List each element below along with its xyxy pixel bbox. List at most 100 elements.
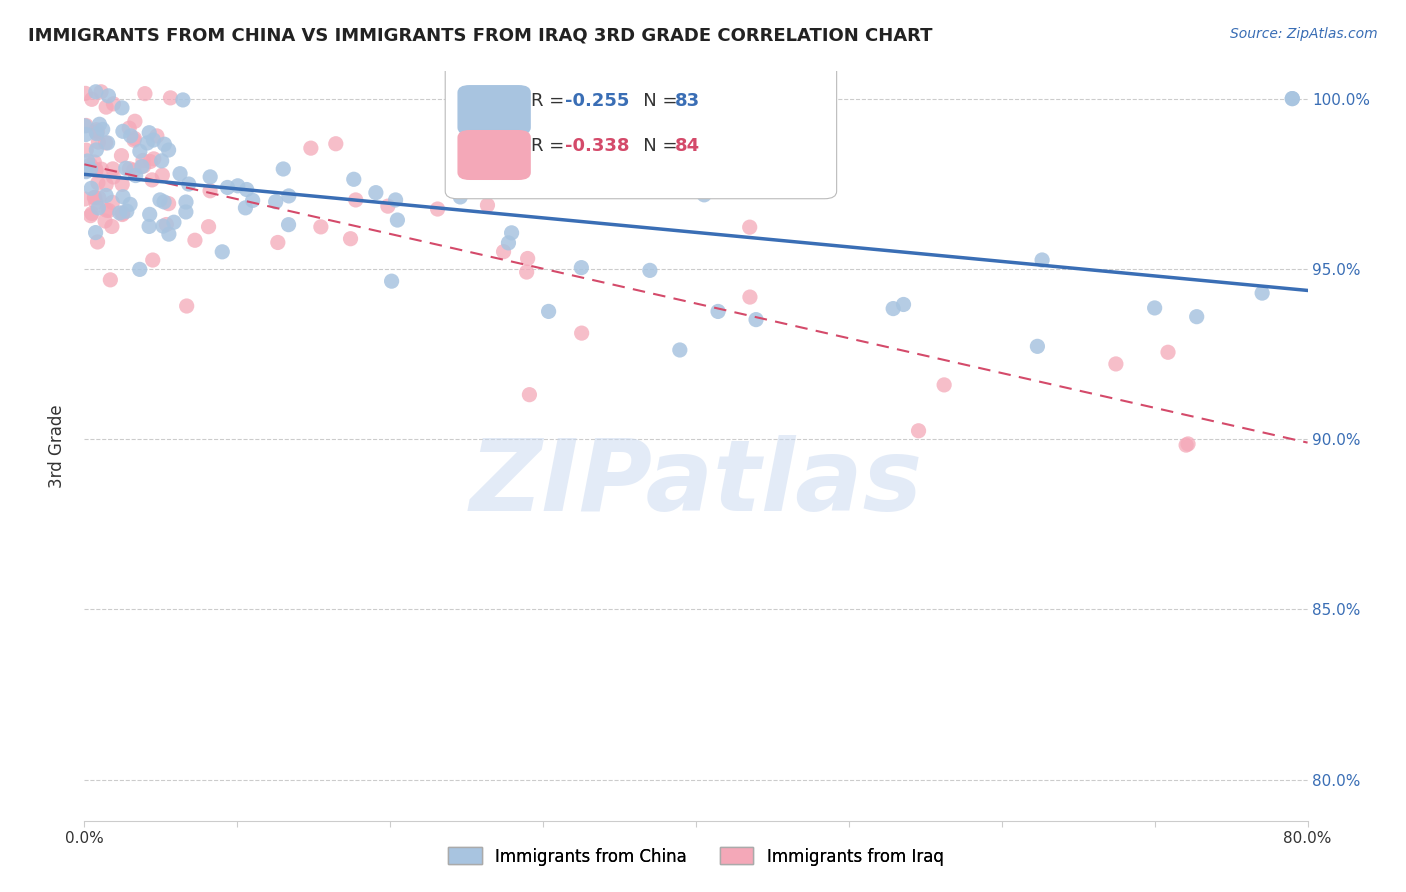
Immigrants from Iraq (94, 136, 117, 150)
Immigrants from China (1281, 92, 1303, 106)
Immigrants from Iraq (344, 193, 367, 207)
Immigrants from China (75, 164, 97, 178)
Immigrants from China (707, 304, 730, 318)
Immigrants from China (79, 162, 101, 177)
Immigrants from Iraq (124, 131, 146, 145)
Immigrants from China (211, 244, 233, 259)
Immigrants from China (118, 197, 141, 211)
Immigrants from Iraq (83, 191, 105, 205)
Immigrants from Iraq (75, 163, 97, 178)
Immigrants from Iraq (83, 190, 105, 204)
Immigrants from Iraq (87, 191, 110, 205)
Immigrants from China (277, 218, 299, 232)
Immigrants from Iraq (111, 178, 134, 192)
Immigrants from Iraq (139, 154, 162, 169)
Immigrants from Iraq (101, 219, 124, 234)
Immigrants from Iraq (124, 114, 146, 128)
Immigrants from China (111, 101, 134, 115)
Immigrants from Iraq (516, 252, 538, 266)
Immigrants from Iraq (86, 124, 108, 138)
Immigrants from China (1031, 252, 1053, 267)
Immigrants from China (882, 301, 904, 316)
Immigrants from Iraq (377, 199, 399, 213)
Immigrants from China (120, 128, 142, 143)
Immigrants from China (537, 304, 560, 318)
Immigrants from China (76, 153, 98, 168)
Immigrants from China (80, 181, 103, 195)
Immigrants from China (163, 215, 186, 229)
Immigrants from Iraq (299, 141, 322, 155)
Legend: Immigrants from China, Immigrants from Iraq: Immigrants from China, Immigrants from I… (441, 841, 950, 872)
Immigrants from Iraq (197, 219, 219, 234)
Immigrants from Iraq (84, 163, 107, 178)
Immigrants from Iraq (83, 155, 105, 169)
Immigrants from China (84, 226, 107, 240)
Immigrants from Iraq (907, 424, 929, 438)
Immigrants from Iraq (339, 232, 361, 246)
Text: 83: 83 (675, 93, 700, 111)
Immigrants from Iraq (86, 122, 108, 136)
Y-axis label: 3rd Grade: 3rd Grade (48, 404, 66, 488)
Immigrants from China (893, 297, 915, 311)
Immigrants from China (153, 137, 176, 152)
Immigrants from Iraq (97, 203, 120, 218)
Immigrants from China (87, 201, 110, 215)
Immigrants from China (384, 193, 406, 207)
Immigrants from Iraq (132, 153, 155, 168)
Immigrants from Iraq (118, 161, 141, 176)
Immigrants from China (198, 169, 221, 184)
Immigrants from China (142, 133, 165, 147)
Text: 84: 84 (675, 137, 700, 155)
Immigrants from Iraq (934, 378, 956, 392)
Immigrants from China (172, 93, 194, 107)
Immigrants from Iraq (176, 299, 198, 313)
Immigrants from China (89, 117, 111, 131)
Immigrants from Iraq (111, 207, 134, 221)
Immigrants from China (745, 312, 768, 326)
Immigrants from Iraq (309, 219, 332, 234)
Immigrants from China (75, 128, 97, 142)
Immigrants from Iraq (132, 159, 155, 173)
Text: -0.338: -0.338 (565, 137, 630, 155)
Immigrants from China (97, 136, 120, 150)
Immigrants from China (364, 186, 387, 200)
Immigrants from Iraq (142, 253, 165, 268)
Immigrants from Iraq (87, 176, 110, 190)
Immigrants from China (150, 153, 173, 168)
FancyBboxPatch shape (446, 64, 837, 199)
Immigrants from Iraq (519, 387, 541, 401)
Immigrants from Iraq (96, 100, 118, 114)
Immigrants from China (174, 205, 197, 219)
Immigrants from Iraq (426, 202, 449, 216)
Immigrants from China (264, 194, 287, 209)
Immigrants from China (754, 143, 776, 157)
Immigrants from Iraq (122, 163, 145, 178)
Immigrants from Iraq (267, 235, 290, 250)
Immigrants from China (157, 227, 180, 241)
Immigrants from Iraq (516, 265, 538, 279)
Immigrants from China (343, 172, 366, 186)
Immigrants from Iraq (94, 214, 117, 228)
Immigrants from China (128, 145, 150, 159)
Immigrants from Iraq (142, 152, 165, 166)
Immigrants from China (138, 126, 160, 140)
Immigrants from Iraq (84, 125, 107, 139)
Immigrants from Iraq (75, 87, 97, 101)
Immigrants from Iraq (101, 195, 124, 210)
Immigrants from China (1251, 286, 1274, 301)
Immigrants from Iraq (571, 326, 593, 340)
Immigrants from China (669, 343, 692, 357)
Immigrants from China (91, 122, 114, 136)
Immigrants from Iraq (79, 209, 101, 223)
Immigrants from China (131, 160, 153, 174)
Immigrants from China (169, 167, 191, 181)
Immigrants from Iraq (184, 233, 207, 247)
Immigrants from China (381, 274, 404, 288)
Immigrants from Iraq (79, 158, 101, 172)
Text: N =: N = (626, 93, 683, 111)
Immigrants from Iraq (80, 206, 103, 220)
Immigrants from China (149, 193, 172, 207)
Immigrants from China (501, 226, 523, 240)
Immigrants from Iraq (86, 235, 108, 249)
Immigrants from Iraq (103, 96, 125, 111)
